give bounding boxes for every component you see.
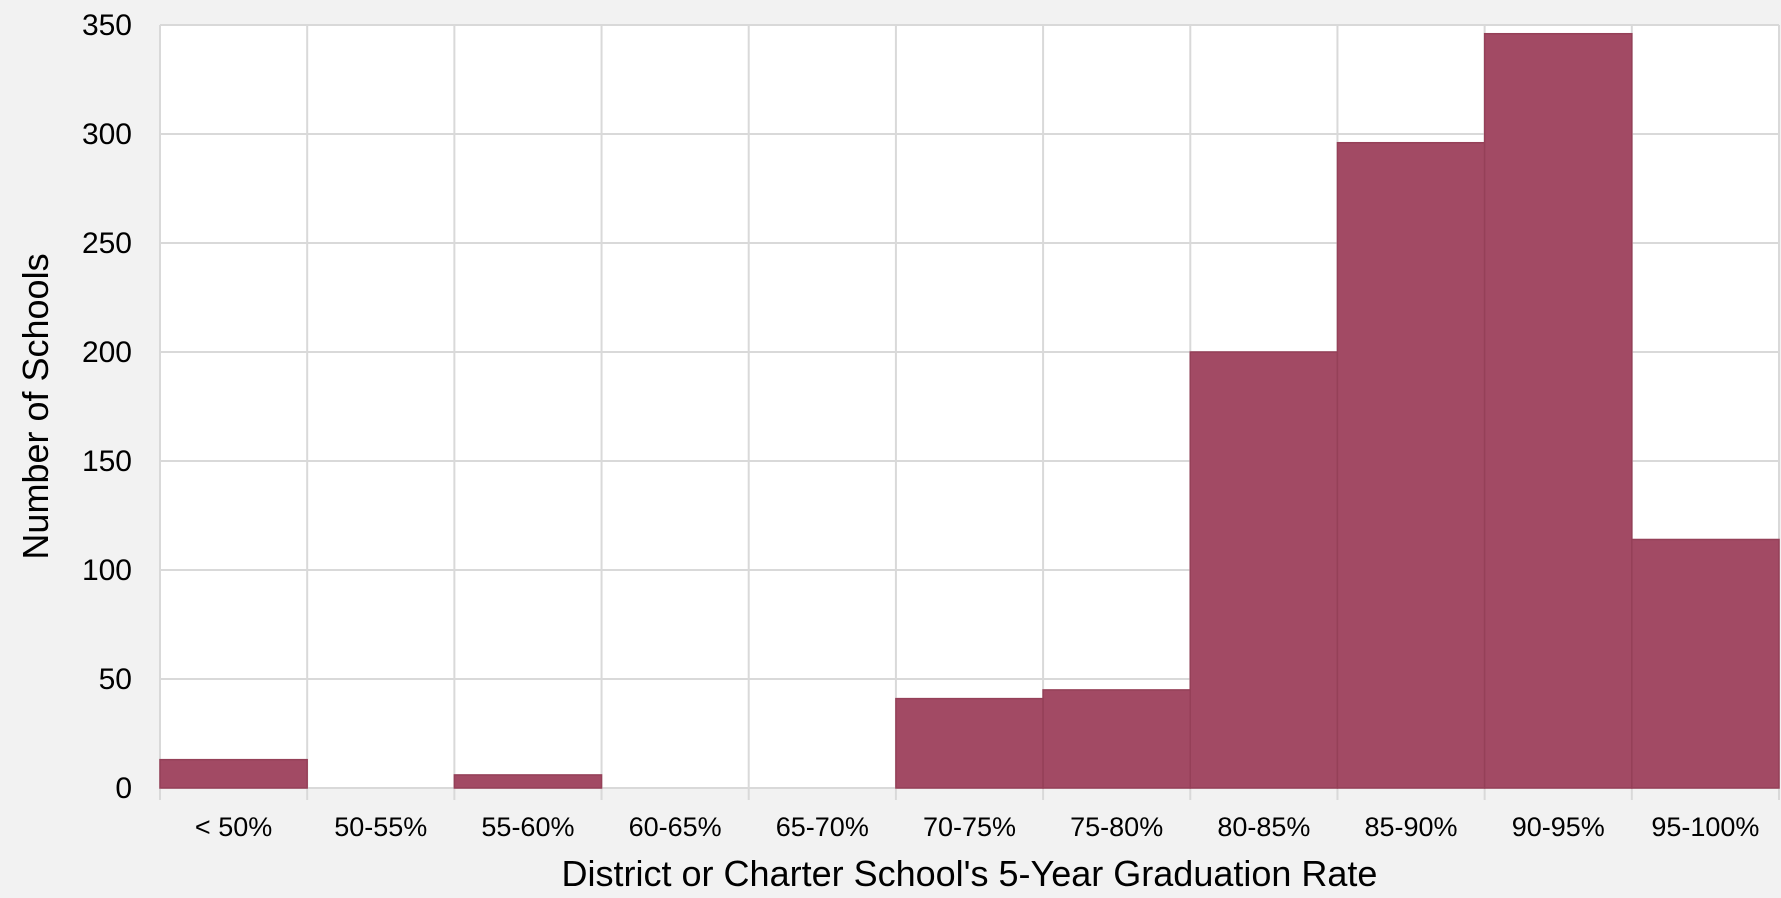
bars [159, 32, 1780, 789]
histogram-bar [1042, 689, 1192, 789]
x-tick-label: 75-80% [1070, 812, 1163, 842]
x-tick-label: 85-90% [1365, 812, 1458, 842]
x-tick-label: 50-55% [334, 812, 427, 842]
y-tick-label: 0 [115, 772, 132, 805]
y-tick-label: 250 [82, 227, 132, 260]
histogram-bar [1189, 351, 1339, 789]
x-tick-label: 95-100% [1651, 812, 1759, 842]
y-tick-label: 300 [82, 118, 132, 151]
y-axis-title: Number of Schools [15, 253, 56, 559]
histogram-bar [453, 774, 603, 789]
x-tick-label: 55-60% [481, 812, 574, 842]
y-tick-label: 200 [82, 336, 132, 369]
x-axis-title: District or Charter School's 5-Year Grad… [562, 853, 1378, 893]
x-tick-label: < 50% [195, 812, 272, 842]
histogram-bar [159, 758, 308, 789]
y-tick-label: 100 [82, 554, 132, 587]
x-tick-label: 80-85% [1217, 812, 1310, 842]
x-tick-label: 65-70% [776, 812, 869, 842]
histogram-bar [895, 697, 1044, 789]
x-tick-label: 60-65% [629, 812, 722, 842]
y-tick-label: 50 [99, 663, 132, 696]
y-axis-ticks: 0 50 100 150 200 250 300 350 [82, 9, 132, 805]
y-tick-label: 350 [82, 9, 132, 42]
x-tick-label: 90-95% [1512, 812, 1605, 842]
x-axis-ticks: < 50% 50-55% 55-60% 60-65% 65-70% 70-75% 75-80… [195, 812, 1760, 842]
histogram-bar [1483, 32, 1633, 789]
histogram-bar [1631, 538, 1780, 789]
x-tick-label: 70-75% [923, 812, 1016, 842]
y-tick-label: 150 [82, 445, 132, 478]
histogram-bar [1336, 141, 1486, 789]
